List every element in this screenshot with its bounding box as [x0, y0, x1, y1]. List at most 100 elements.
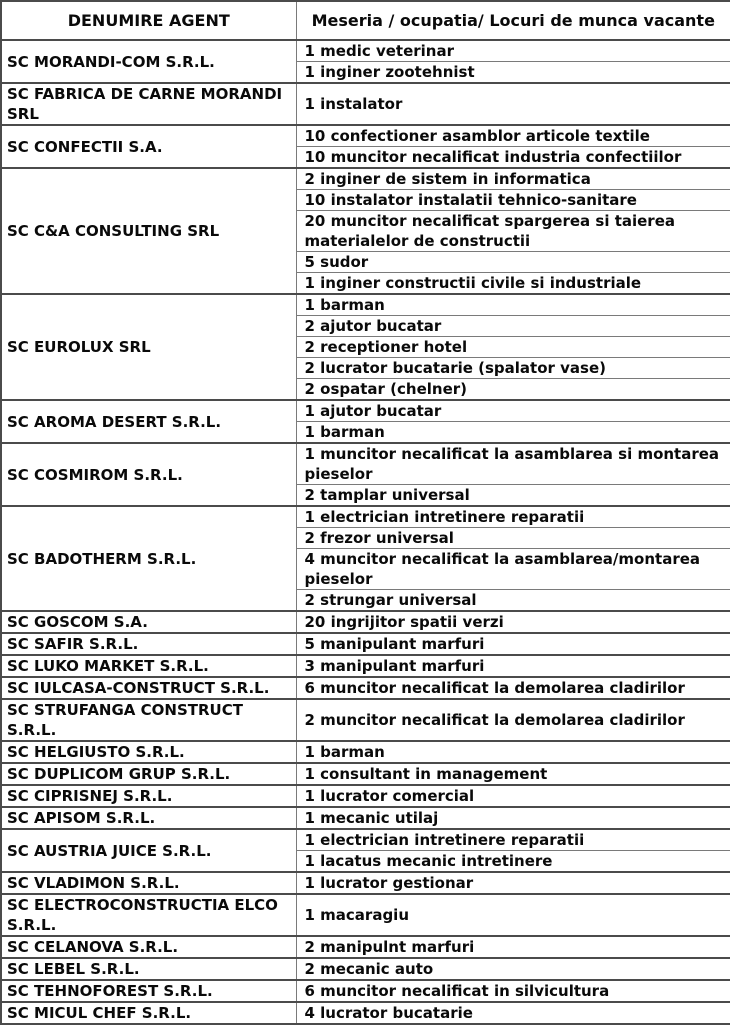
agent-name-cell: SC GOSCOM S.A. [0, 610, 297, 634]
job-vacancy-cell: 1 ajutor bucatar [295, 399, 730, 422]
agent-name-cell: SC LUKO MARKET S.R.L. [0, 654, 297, 678]
agent-name-cell: SC CIPRISNEJ S.R.L. [0, 784, 297, 808]
job-vacancy-cell: 1 lucrator gestionar [295, 871, 730, 895]
table-row: SC CIPRISNEJ S.R.L. 1 lucrator comercial [0, 784, 730, 808]
table-row: 2 frezor universal [1, 527, 730, 549]
table-row: 2 ajutor bucatar [1, 315, 730, 337]
job-vacancy-cell: 2 manipulnt marfuri [295, 935, 730, 959]
job-vacancy-cell: 4 muncitor necalificat la asamblarea/mon… [295, 548, 730, 590]
job-vacancy-cell: 1 consultant in management [295, 762, 730, 786]
table-row: SC C&A CONSULTING SRL 2 inginer de sistem… [0, 167, 730, 295]
job-vacancy-cell: 1 inginer constructii civile si industri… [295, 272, 730, 295]
job-vacancy-cell: 1 lacatus mecanic intretinere [295, 850, 730, 873]
table-row: SC LEBEL S.R.L. 2 mecanic auto [0, 957, 730, 981]
agent-name-cell: SC STRUFANGA CONSTRUCT S.R.L. [0, 698, 297, 742]
table-row: SC APISOM S.R.L. 1 mecanic utilaj [0, 806, 730, 830]
job-vacancy-cell: 20 ingrijitor spatii verzi [295, 610, 730, 634]
table-row: SC MICUL CHEF S.R.L. 4 lucrator bucatarie [0, 1001, 730, 1025]
agent-name-cell: SC HELGIUSTO S.R.L. [0, 740, 297, 764]
agent-name-cell: SC MORANDI-COM S.R.L. [0, 39, 297, 84]
job-vacancy-cell: 1 macaragiu [295, 893, 730, 937]
job-vacancy-cell: 10 muncitor necalificat industria confec… [295, 146, 730, 169]
job-vacancy-cell: 2 mecanic auto [295, 957, 730, 981]
agent-name-cell: SC DUPLICOM GRUP S.R.L. [0, 762, 297, 786]
job-vacancy-cell: 4 lucrator bucatarie [295, 1001, 730, 1025]
table-row: SC FABRICA DE CARNE MORANDI SRL 1 instala… [0, 82, 730, 126]
job-vacancy-cell: 2 ospatar (chelner) [295, 378, 730, 401]
agent-name-cell: SC SAFIR S.R.L. [0, 632, 297, 656]
header-row: DENUMIRE AGENT Meseria / ocupatia/ Locur… [0, 0, 730, 41]
job-vacancy-cell: 1 electrician intretinere reparatii [295, 505, 730, 528]
job-vacancy-cell: 2 lucrator bucatarie (spalator vase) [295, 357, 730, 379]
table-row: 2 strungar universal [1, 589, 730, 612]
table-row: SC VLADIMON S.R.L. 1 lucrator gestionar [0, 871, 730, 895]
job-vacancy-cell: 6 muncitor necalificat in silvicultura [295, 979, 730, 1003]
table-row: SC AROMA DESERT S.R.L. 1 ajutor bucatar [0, 399, 730, 444]
job-vacancy-cell: 2 receptioner hotel [295, 336, 730, 358]
job-vacancy-cell: 1 barman [295, 421, 730, 444]
table-row: SC GOSCOM S.A. 20 ingrijitor spatii verzi [0, 610, 730, 634]
table-row: SC ELECTROCONSTRUCTIA ELCO S.R.L. 1 macar… [0, 893, 730, 937]
job-vacancy-cell: 1 mecanic utilaj [295, 806, 730, 830]
table-row: SC COSMIROM S.R.L. 1 muncitor necalificat… [0, 442, 730, 507]
job-vacancy-cell: 10 instalator instalatii tehnico-sanitar… [295, 189, 730, 211]
table-row: 2 lucrator bucatarie (spalator vase) [1, 357, 730, 379]
table-row: SC HELGIUSTO S.R.L. 1 barman [0, 740, 730, 764]
table-row: 1 inginer constructii civile si industri… [1, 272, 730, 295]
job-vacancy-cell: 20 muncitor necalificat spargerea si tai… [295, 210, 730, 252]
table-row: SC BADOTHERM S.R.L. 1 electrician intreti… [0, 505, 730, 612]
table-row: SC STRUFANGA CONSTRUCT S.R.L. 2 muncitor … [0, 698, 730, 742]
job-vacancy-cell: 1 muncitor necalificat la asamblarea si … [295, 442, 730, 485]
table-row: 20 muncitor necalificat spargerea si tai… [1, 210, 730, 252]
job-vacancy-cell: 5 sudor [295, 251, 730, 273]
table-row: SC TEHNOFOREST S.R.L. 6 muncitor necalifi… [0, 979, 730, 1003]
agent-name-cell: SC AUSTRIA JUICE S.R.L. [0, 828, 297, 873]
agent-name-cell: SC MICUL CHEF S.R.L. [0, 1001, 297, 1025]
job-vacancy-cell: 1 lucrator comercial [295, 784, 730, 808]
job-vacancy-cell: 2 tamplar universal [295, 484, 730, 507]
table-row: 4 muncitor necalificat la asamblarea/mon… [1, 548, 730, 590]
table-row: SC LUKO MARKET S.R.L. 3 manipulant marfur… [0, 654, 730, 678]
table-row: SC IULCASA-CONSTRUCT S.R.L. 6 muncitor ne… [0, 676, 730, 700]
table-row: 2 ospatar (chelner) [1, 378, 730, 401]
vacancies-body: SC MORANDI-COM S.R.L. 1 medic veterinar 1 … [0, 39, 730, 1025]
job-vacancy-cell: 1 inginer zootehnist [295, 61, 730, 84]
job-vacancy-cell: 6 muncitor necalificat la demolarea clad… [295, 676, 730, 700]
job-vacancy-cell: 2 frezor universal [295, 527, 730, 549]
agent-name-cell: SC CONFECTII S.A. [0, 124, 297, 169]
agent-name-cell: SC LEBEL S.R.L. [0, 957, 297, 981]
job-vacancy-cell: 1 electrician intretinere reparatii [295, 828, 730, 851]
table-row: 10 instalator instalatii tehnico-sanitar… [1, 189, 730, 211]
agent-name-cell: SC EUROLUX SRL [0, 293, 297, 401]
agent-name-cell: SC APISOM S.R.L. [0, 806, 297, 830]
table-row: SC SAFIR S.R.L. 5 manipulant marfuri [0, 632, 730, 656]
job-vacancy-cell: 3 manipulant marfuri [295, 654, 730, 678]
job-vacancy-cell: 1 barman [295, 293, 730, 316]
agent-name-cell: SC BADOTHERM S.R.L. [0, 505, 297, 612]
agent-name-cell: SC C&A CONSULTING SRL [0, 167, 297, 295]
table-row: SC DUPLICOM GRUP S.R.L. 1 consultant in m… [0, 762, 730, 786]
agent-name-cell: SC VLADIMON S.R.L. [0, 871, 297, 895]
table-row: 1 inginer zootehnist [1, 61, 730, 84]
job-vacancy-cell: 1 barman [295, 740, 730, 764]
table-row: 5 sudor [1, 251, 730, 273]
agent-name-cell: SC IULCASA-CONSTRUCT S.R.L. [0, 676, 297, 700]
agent-name-cell: SC ELECTROCONSTRUCTIA ELCO S.R.L. [0, 893, 297, 937]
job-vacancy-cell: 1 medic veterinar [295, 39, 730, 62]
job-vacancy-cell: 1 instalator [295, 82, 730, 126]
table-row: 1 lacatus mecanic intretinere [1, 850, 730, 873]
agent-column-header: DENUMIRE AGENT [0, 0, 297, 41]
agent-name-cell: SC CELANOVA S.R.L. [0, 935, 297, 959]
job-vacancy-cell: 10 confectioner asamblor articole textil… [295, 124, 730, 147]
table-row: SC CELANOVA S.R.L. 2 manipulnt marfuri [0, 935, 730, 959]
agent-name-cell: SC FABRICA DE CARNE MORANDI SRL [0, 82, 297, 126]
jobs-column-header: Meseria / ocupatia/ Locuri de munca vaca… [295, 0, 730, 41]
agent-name-cell: SC AROMA DESERT S.R.L. [0, 399, 297, 444]
job-vacancy-cell: 2 ajutor bucatar [295, 315, 730, 337]
table-row: SC MORANDI-COM S.R.L. 1 medic veterinar [0, 39, 730, 84]
table-row: SC AUSTRIA JUICE S.R.L. 1 electrician int… [0, 828, 730, 873]
job-vacancy-cell: 2 muncitor necalificat la demolarea clad… [295, 698, 730, 742]
agent-name-cell: SC TEHNOFOREST S.R.L. [0, 979, 297, 1003]
job-vacancy-cell: 2 inginer de sistem in informatica [295, 167, 730, 190]
